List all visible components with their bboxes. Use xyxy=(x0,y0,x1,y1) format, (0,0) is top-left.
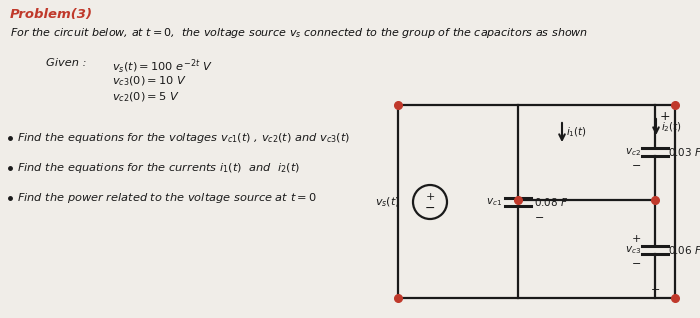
Text: $+$: $+$ xyxy=(631,232,641,244)
Text: $+$: $+$ xyxy=(659,110,671,123)
Text: Find the equations for the voltages $v_{c1}(t)$ , $v_{c2}(t)$ and $v_{c3}(t)$: Find the equations for the voltages $v_{… xyxy=(17,131,350,145)
Text: For the circuit below, at $t = 0$,  the voltage source $v_s$ connected to the gr: For the circuit below, at $t = 0$, the v… xyxy=(10,26,588,40)
Text: $v_{c2}(0) = 5$ V: $v_{c2}(0) = 5$ V xyxy=(112,90,180,104)
Text: $-$: $-$ xyxy=(650,283,660,293)
Text: $0.08$ F: $0.08$ F xyxy=(534,196,568,208)
Text: Given :: Given : xyxy=(46,58,87,68)
Text: $-$: $-$ xyxy=(424,201,435,213)
Text: $i_2(t)$: $i_2(t)$ xyxy=(661,120,682,134)
Text: $v_{c3}(0) = 10$ V: $v_{c3}(0) = 10$ V xyxy=(112,74,187,87)
Text: $-$: $-$ xyxy=(534,211,544,221)
Text: $-$: $-$ xyxy=(631,159,641,169)
Text: Find the equations for the currents $i_1(t)$  and  $i_2(t)$: Find the equations for the currents $i_1… xyxy=(17,161,300,175)
Text: $v_{c2}$: $v_{c2}$ xyxy=(625,146,641,158)
Text: $v_{c1}$: $v_{c1}$ xyxy=(486,196,502,208)
Text: $+$: $+$ xyxy=(425,190,435,202)
Text: Problem(3): Problem(3) xyxy=(10,8,93,21)
Text: $-$: $-$ xyxy=(631,257,641,267)
Text: Find the power related to the voltage source at $t = 0$: Find the power related to the voltage so… xyxy=(17,191,317,205)
Text: $0.06$ F: $0.06$ F xyxy=(668,244,700,256)
Text: $i_1(t)$: $i_1(t)$ xyxy=(566,125,587,139)
Text: $v_s(t)$: $v_s(t)$ xyxy=(375,195,400,209)
Text: $0.03$ F: $0.03$ F xyxy=(668,146,700,158)
Text: $v_s(t) = 100\ e^{-2t}$ V: $v_s(t) = 100\ e^{-2t}$ V xyxy=(112,58,213,76)
Text: $v_{c3}$: $v_{c3}$ xyxy=(625,244,641,256)
